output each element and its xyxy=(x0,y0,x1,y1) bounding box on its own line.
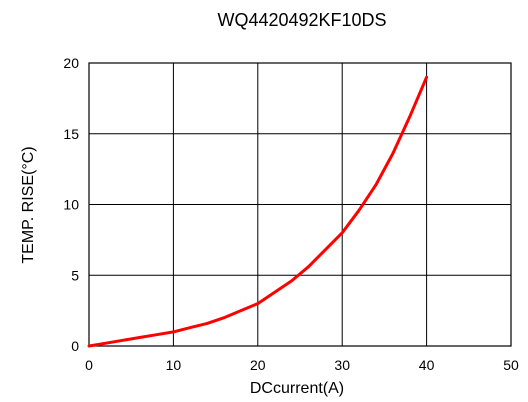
chart-title: WQ4420492KF10DS xyxy=(217,10,386,30)
x-tick-label: 0 xyxy=(85,357,93,373)
x-tick-label: 10 xyxy=(166,357,182,373)
plot-frame xyxy=(88,62,512,347)
series-lines xyxy=(87,75,429,348)
x-tick-label: 50 xyxy=(503,357,519,373)
x-tick-label: 40 xyxy=(419,357,435,373)
tick-labels: 0 10 20 30 40 50 0 5 10 15 20 xyxy=(63,55,519,373)
x-tick-label: 20 xyxy=(250,357,266,373)
series-line xyxy=(87,75,429,348)
x-tick-label: 30 xyxy=(334,357,350,373)
y-axis-label: TEMP. RISE(°C) xyxy=(20,146,37,263)
y-tick-label: 10 xyxy=(63,197,79,213)
y-tick-label: 15 xyxy=(63,126,79,142)
x-axis-label: DCcurrent(A) xyxy=(250,380,344,397)
grid xyxy=(88,62,512,347)
y-tick-label: 20 xyxy=(63,55,79,71)
y-tick-label: 5 xyxy=(71,267,79,283)
y-tick-label: 0 xyxy=(71,338,79,354)
